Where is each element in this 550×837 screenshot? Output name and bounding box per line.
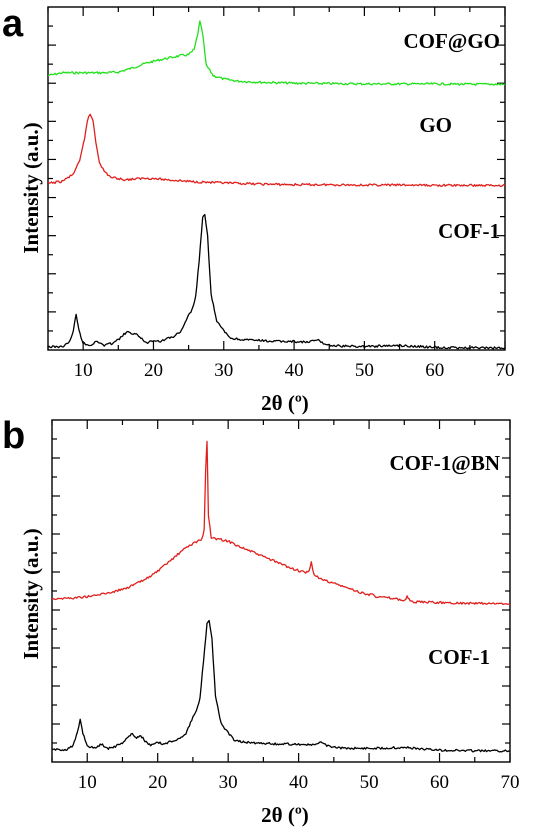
y-axis-title: Intensity (a.u.) bbox=[19, 122, 43, 253]
x-tick-label: 60 bbox=[425, 360, 444, 381]
x-tick-label: 10 bbox=[78, 772, 97, 793]
panel-a: a Intensity (a.u.) 2θ (º) 10 20 30 40 50 60 70 COF… bbox=[2, 3, 515, 415]
x-tick-label: 20 bbox=[148, 772, 167, 793]
x-axis-title: 2θ (º) bbox=[261, 391, 309, 415]
x-tick-label: 70 bbox=[496, 360, 515, 381]
x-tick-label: 10 bbox=[74, 360, 93, 381]
series-label: GO bbox=[419, 113, 452, 137]
series-line-cof-1-bn bbox=[51, 440, 511, 606]
x-tick-label: 20 bbox=[144, 360, 163, 381]
series-line-cof-1 bbox=[47, 213, 506, 350]
x-tick-label: 70 bbox=[501, 772, 520, 793]
x-tick-label: 60 bbox=[430, 772, 449, 793]
series-line-cof-go bbox=[47, 20, 506, 86]
series-label: COF-1 bbox=[438, 219, 500, 243]
y-axis-title: Intensity (a.u.) bbox=[19, 528, 43, 659]
series-line-cof-1 bbox=[51, 619, 511, 753]
x-tick-label: 30 bbox=[214, 360, 233, 381]
series-line-go bbox=[47, 113, 506, 188]
x-tick-label: 40 bbox=[289, 772, 308, 793]
x-axis-title: 2θ (º) bbox=[261, 803, 309, 827]
series-label: COF@GO bbox=[403, 29, 500, 53]
panel-letter: a bbox=[2, 3, 24, 45]
x-tick-label: 40 bbox=[285, 360, 304, 381]
panel-letter: b bbox=[2, 415, 25, 457]
x-tick-label: 30 bbox=[219, 772, 238, 793]
series-label: COF-1@BN bbox=[389, 451, 500, 475]
x-tick-label: 50 bbox=[360, 772, 379, 793]
panel-b: b Intensity (a.u.) 2θ (º) 10 20 30 40 50 60 70 COF… bbox=[2, 415, 520, 827]
x-tick-label: 50 bbox=[355, 360, 374, 381]
series-label: COF-1 bbox=[428, 645, 490, 669]
